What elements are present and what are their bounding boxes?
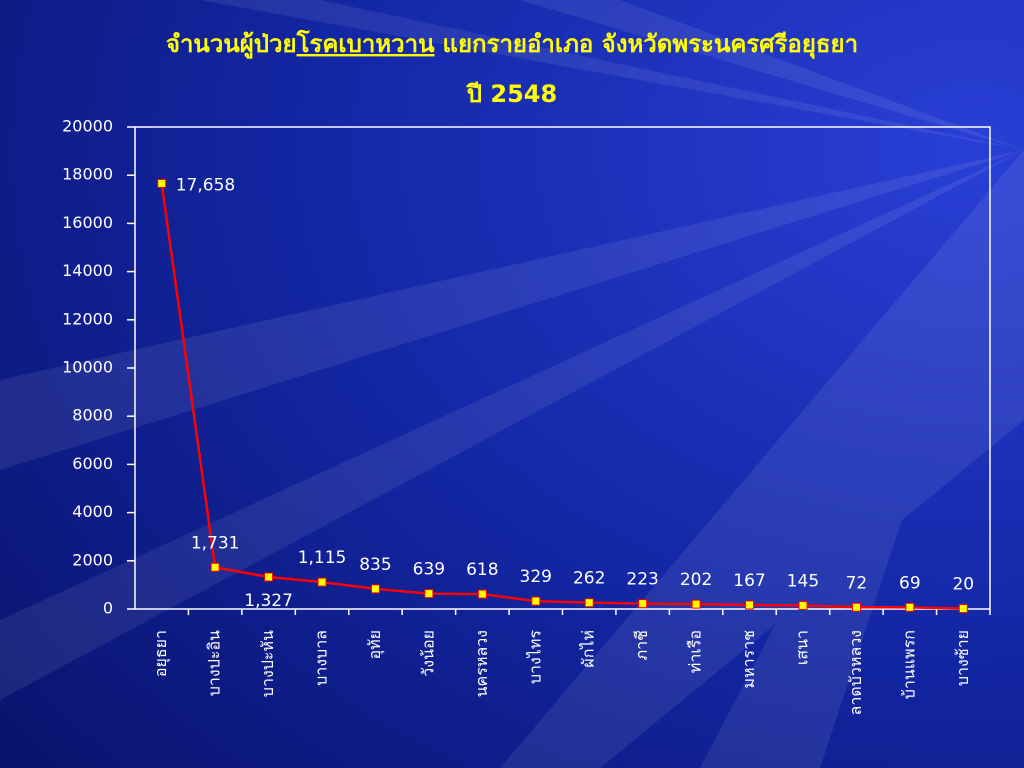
y-tick-label: 6000 [72,454,113,473]
title-part: จำนวนผู้ป่วย [166,30,297,59]
data-label: 262 [573,569,605,589]
y-tick-label: 0 [103,599,113,618]
chart-subtitle: ปี 2548 [466,80,558,108]
data-label: 72 [846,573,868,593]
data-label: 223 [626,570,658,590]
data-label: 1,327 [244,591,293,611]
data-label: 17,658 [176,175,235,195]
data-point [157,178,167,188]
data-label: 69 [899,573,921,593]
x-tick-label: อุทัย [365,630,385,660]
data-point [264,572,274,582]
data-point [851,602,861,612]
y-tick-label: 4000 [72,502,113,521]
data-point [424,589,434,599]
data-point [477,589,487,599]
data-label: 145 [787,572,819,592]
x-tick-label: บางไทร [525,630,544,685]
x-tick-label: บางปะหัน [258,630,277,697]
x-tick-label: วังน้อย [418,630,437,677]
data-label: 329 [520,567,552,587]
x-tick-label: มหาราช [739,630,758,689]
data-label: 1,115 [298,548,347,568]
data-point [958,604,968,614]
y-tick-label: 14000 [62,261,113,280]
x-tick-label: ผักไห่ [579,630,598,668]
y-tick-label: 12000 [62,309,113,328]
data-point [745,600,755,610]
data-label: 639 [413,560,445,580]
data-point [370,584,380,594]
data-point [798,601,808,611]
x-tick-label: อยุธยา [151,630,171,677]
x-tick-label: บางปะอิน [205,630,224,696]
y-tick-label: 20000 [62,117,113,136]
y-tick-label: 18000 [62,165,113,184]
x-tick-label: บ้านแพรก [899,630,918,699]
chart-title: จำนวนผู้ป่วยโรคเบาหวาน แยกรายอำเภอ จังหวั… [166,29,858,60]
x-tick-label: ท่าเรือ [686,630,705,673]
data-label: 167 [733,571,765,591]
data-label: 1,731 [191,533,240,553]
data-point [531,596,541,606]
x-tick-label: บางบาล [312,630,331,686]
x-tick-label: ลาดบัวหลวง [846,630,865,715]
data-point [584,598,594,608]
y-tick-label: 16000 [62,213,113,232]
title-part: โรคเบาหวาน [296,29,436,58]
y-tick-label: 10000 [62,358,113,377]
y-tick-label: 8000 [72,406,113,425]
y-tick-label: 2000 [72,550,113,569]
data-point [317,577,327,587]
data-label: 835 [359,555,391,575]
x-tick-label: ภาชี [632,630,651,661]
data-label: 20 [952,575,974,595]
data-label: 618 [466,560,498,580]
data-line [160,183,964,610]
x-tick-label: เสนา [792,630,811,665]
data-label: 202 [680,570,712,590]
x-tick-label: บางซ้าย [953,630,972,686]
data-point [691,599,701,609]
data-point [638,599,648,609]
x-tick-label: นครหลวง [472,630,491,697]
title-part: แยกรายอำเภอ จังหวัดพระนครศรีอยุธยา [443,30,859,60]
data-point [905,602,915,612]
data-point [210,562,220,572]
